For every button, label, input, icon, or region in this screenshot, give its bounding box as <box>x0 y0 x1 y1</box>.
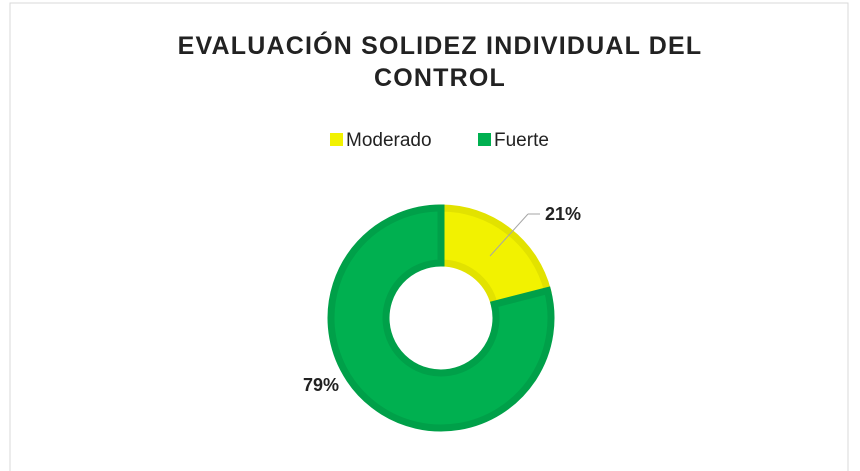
legend-label: Fuerte <box>494 130 549 151</box>
data-label: 21% <box>545 204 581 224</box>
legend-swatch <box>330 133 343 146</box>
legend-swatch <box>478 133 491 146</box>
chart-title: EVALUACIÓN SOLIDEZ INDIVIDUAL DEL CONTRO… <box>177 32 703 92</box>
doughnut-segment <box>327 204 555 432</box>
doughnut-segment <box>437 204 552 309</box>
leader-line <box>489 213 529 257</box>
legend-label: Moderado <box>346 130 432 151</box>
data-label: 79% <box>303 375 339 395</box>
